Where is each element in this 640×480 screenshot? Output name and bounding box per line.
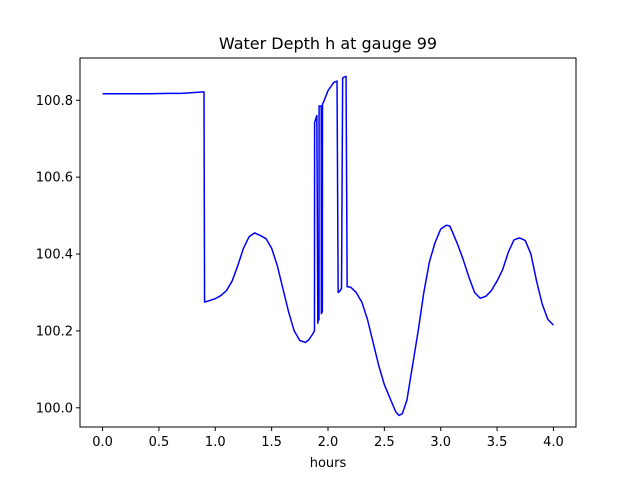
x-tick-label: 4.0 xyxy=(543,435,564,450)
y-tick-label: 100.4 xyxy=(36,248,73,263)
x-axis-label: hours xyxy=(310,456,347,471)
y-tick-label: 100.0 xyxy=(36,401,73,416)
chart-title: Water Depth h at gauge 99 xyxy=(219,34,437,53)
x-tick-label: 0.0 xyxy=(92,435,113,450)
x-tick-label: 2.0 xyxy=(318,435,339,450)
y-tick-label: 100.8 xyxy=(36,94,73,109)
x-tick-label: 2.5 xyxy=(374,435,395,450)
series-line-water-depth xyxy=(102,75,554,417)
x-tick-label: 0.5 xyxy=(149,435,170,450)
x-tick-label: 1.5 xyxy=(261,435,282,450)
y-tick-label: 100.6 xyxy=(36,171,73,186)
x-tick-label: 3.0 xyxy=(430,435,451,450)
y-axis: 100.0 100.2 100.4 100.6 100.8 xyxy=(36,94,80,416)
x-tick-label: 1.0 xyxy=(205,435,226,450)
y-tick-label: 100.2 xyxy=(36,324,73,339)
x-tick-label: 3.5 xyxy=(487,435,508,450)
x-axis: 0.0 0.5 1.0 1.5 2.0 2.5 3.0 3.5 4.0 xyxy=(92,427,564,450)
